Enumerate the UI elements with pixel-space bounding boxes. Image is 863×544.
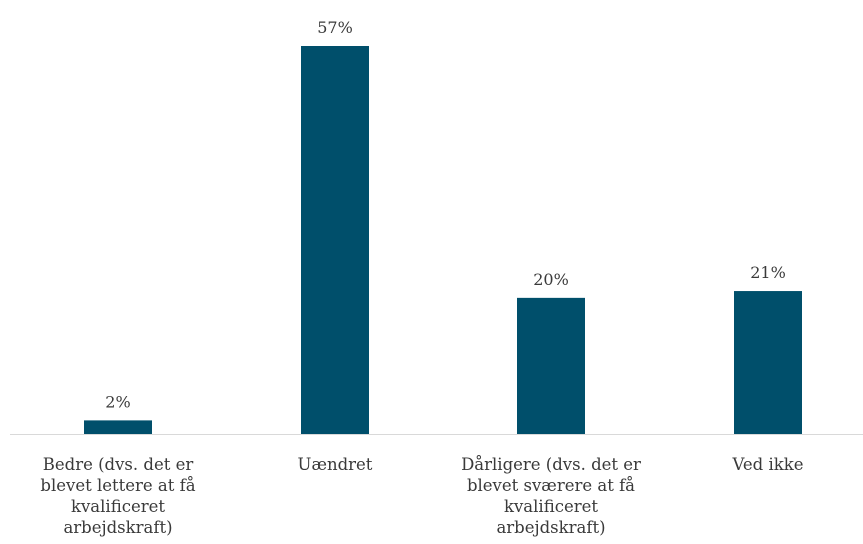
value-label-3: 21% xyxy=(750,263,786,282)
category-label-2-line-2: kvalificeret xyxy=(504,497,598,516)
bar-1 xyxy=(301,46,369,434)
category-label-1-line-0: Uændret xyxy=(298,455,373,474)
category-label-3-line-0: Ved ikke xyxy=(731,455,803,474)
bars-group xyxy=(84,46,802,434)
category-label-2-line-1: blevet sværere at få xyxy=(467,476,635,495)
bar-3 xyxy=(734,291,802,434)
category-labels-group: Bedre (dvs. det er blevet lettere at få kv… xyxy=(40,455,803,537)
value-label-1: 57% xyxy=(317,18,353,37)
category-label-0-line-3: arbejdskraft) xyxy=(63,518,172,537)
bar-0 xyxy=(84,420,152,434)
category-label-0-line-0: Bedre (dvs. det er xyxy=(43,455,194,474)
category-label-0-line-2: kvalificeret xyxy=(71,497,165,516)
category-label-2-line-0: Dårligere (dvs. det er xyxy=(461,455,641,474)
bar-2 xyxy=(517,297,585,434)
category-label-2-line-3: arbejdskraft) xyxy=(496,518,605,537)
value-label-0: 2% xyxy=(105,392,130,411)
value-labels-group: 2% 57% 20% 21% xyxy=(105,18,785,411)
category-label-0-line-1: blevet lettere at få xyxy=(40,476,195,495)
value-label-2: 20% xyxy=(533,270,569,289)
